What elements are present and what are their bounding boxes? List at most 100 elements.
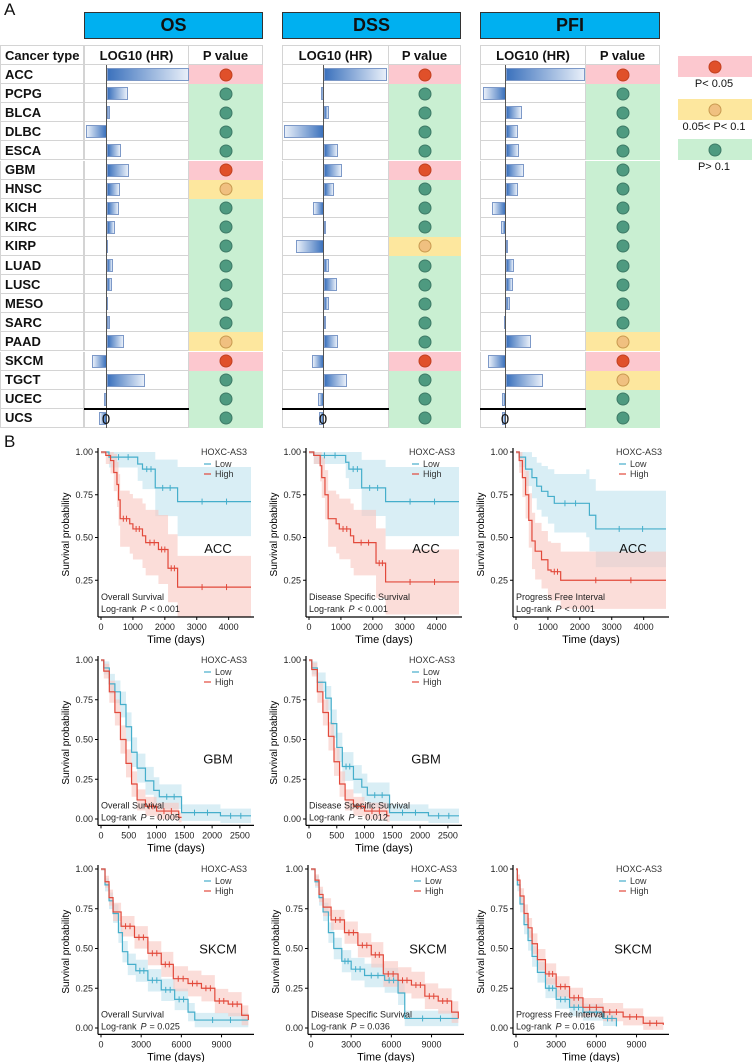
y-tick-label: 0.50 [490, 533, 508, 543]
y-axis-title: Survival probability [269, 493, 280, 577]
log10-hr-header: LOG10 (HR) [480, 45, 586, 65]
hr-bar [506, 163, 525, 177]
p-value-dot-ns [418, 392, 432, 406]
p-value-dot-ns [219, 144, 233, 158]
hr-bar [107, 106, 111, 120]
p-value-cell [189, 256, 263, 276]
km-plot-skcm-6: 0.00 0.25 0.50 0.75 1.00 0 3000 6000 9000 Time (d… [271, 864, 464, 1062]
hr-bar [324, 259, 329, 272]
legend-title: HOXC-AS3 [616, 447, 662, 457]
p-value-cell [389, 332, 461, 352]
p-symbol: P [141, 1021, 147, 1031]
p-value-cell [389, 179, 461, 199]
cancer-label: SKCM [614, 942, 652, 957]
p-value-cell [189, 217, 263, 237]
bar-cell [480, 103, 586, 123]
legend-label: 0.05< P< 0.1 [682, 121, 746, 133]
x-axis-title: Time (days) [355, 842, 413, 854]
p-value-dot-ns [616, 297, 630, 311]
x-tick-label: 2000 [410, 830, 430, 840]
x-tick-label: 4000 [634, 622, 654, 632]
y-tick-label: 1.00 [490, 447, 508, 457]
cancer-type-cell: KIRP [0, 236, 84, 256]
y-tick-label: 1.00 [285, 864, 303, 874]
p-value-dot-sig [219, 163, 233, 177]
p-value-cell [189, 141, 263, 161]
cancer-type-cell: GBM [0, 160, 84, 180]
cancer-type-header: Cancer type [0, 45, 84, 65]
p-value-cell [586, 370, 660, 390]
x-tick-label: 9000 [422, 1039, 442, 1049]
p-value-cell [189, 313, 263, 333]
bar-cell [84, 160, 189, 180]
y-tick-label: 0.75 [283, 695, 301, 705]
survival-curve-high [309, 659, 390, 817]
p-value-cell [189, 103, 263, 123]
bar-cell [282, 370, 389, 390]
bar-cell [480, 236, 586, 256]
p-value-cell [189, 179, 263, 199]
survival-type-label: Disease Specific Survival [309, 592, 410, 602]
p-value-cell [389, 370, 461, 390]
hr-bar [324, 316, 326, 330]
y-tick-label: 0.25 [75, 983, 93, 993]
x-axis-title: Time (days) [355, 634, 413, 646]
ci-band-high [311, 869, 459, 1028]
legend-title: HOXC-AS3 [409, 655, 455, 665]
x-tick-label: 0 [513, 1039, 518, 1049]
legend-dot-icon [708, 60, 722, 73]
y-tick-label: 0.75 [490, 490, 508, 500]
bar-cell [282, 313, 389, 333]
p-value-cell [389, 256, 461, 276]
x-axis-title: Time (days) [562, 634, 620, 646]
p-value-cell [389, 275, 461, 295]
bar-cell [480, 256, 586, 276]
p-value-cell [586, 65, 660, 85]
p-value-dot-ns [418, 182, 432, 196]
p-value-cell [189, 389, 263, 409]
x-tick-label: 1500 [382, 830, 402, 840]
legend-low-label: Low [215, 667, 232, 677]
p-value-dot-ns [616, 201, 630, 215]
cancer-type-cell: KIRC [0, 217, 84, 237]
p-value-dot-marg [219, 182, 233, 196]
p-value-cell [189, 198, 263, 218]
bar-cell [480, 84, 586, 104]
y-tick-label: 0.25 [75, 575, 93, 585]
p-value-cell [586, 332, 660, 352]
p-value-cell [389, 389, 461, 409]
y-tick-label: 0.75 [75, 904, 93, 914]
p-value-cell [586, 313, 660, 333]
hr-bar [107, 220, 115, 234]
p-value-cell [189, 408, 263, 428]
bar-cell [282, 179, 389, 199]
p-value-cell [189, 65, 263, 85]
bar-cell [480, 65, 586, 85]
panel-a-label: A [4, 0, 16, 19]
y-tick-label: 1.00 [490, 864, 508, 874]
p-symbol: P [351, 1021, 357, 1031]
x-tick-label: 2000 [202, 830, 222, 840]
x-tick-label: 3000 [602, 622, 622, 632]
ci-band-high [309, 452, 459, 618]
group-header-os: OS [84, 12, 263, 39]
p-symbol: P [141, 812, 147, 822]
x-axis-title: Time (days) [147, 842, 205, 854]
legend-swatch-ns [678, 139, 752, 160]
p-value-cell [189, 122, 263, 142]
p-value-dot-ns [219, 87, 233, 101]
km-plot-acc-2: 0.25 0.50 0.75 1.00 0 1000 2000 3000 4000 Time (d… [476, 447, 669, 646]
p-value-text: = 0.005 [150, 812, 180, 822]
x-axis-title: Time (days) [562, 1051, 620, 1062]
y-tick-label: 0.25 [285, 983, 303, 993]
bar-cell [480, 294, 586, 314]
legend-low-label: Low [630, 876, 647, 886]
cancer-type-cell: UCEC [0, 389, 84, 409]
zero-line [323, 65, 324, 428]
p-value-cell [389, 84, 461, 104]
x-tick-label: 1000 [538, 622, 558, 632]
x-axis-line [282, 408, 389, 410]
p-value-cell [586, 294, 660, 314]
x-tick-label: 0 [308, 1039, 313, 1049]
p-value-dot-ns [616, 144, 630, 158]
